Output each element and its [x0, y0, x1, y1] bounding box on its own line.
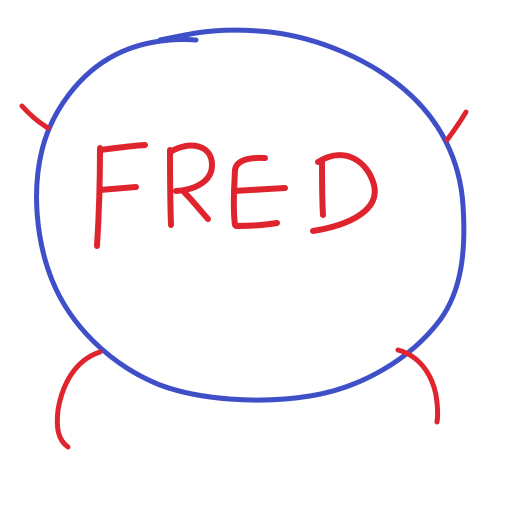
letter-e [230, 154, 288, 229]
letter-f [94, 142, 148, 249]
right-ear [444, 109, 469, 143]
body-circle [34, 27, 467, 403]
left-ear [19, 103, 51, 131]
letter-d [310, 152, 378, 234]
right-leg [395, 347, 441, 425]
letter-r [167, 142, 215, 228]
left-leg [54, 349, 103, 450]
